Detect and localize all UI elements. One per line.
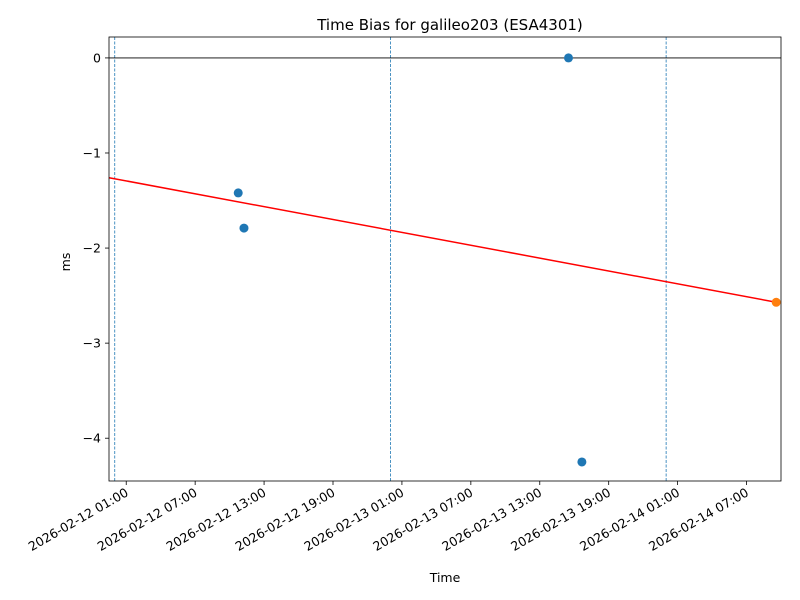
y-tick-label: −4 — [83, 431, 101, 446]
data-point-0-0 — [233, 188, 243, 198]
data-point-0-2 — [563, 53, 573, 63]
y-axis: 0 −1 −2 −3 −4 — [83, 50, 109, 446]
y-tick-label: −1 — [83, 145, 101, 160]
y-tick-label: −3 — [83, 336, 101, 351]
data-point-1-0 — [771, 297, 781, 307]
x-axis-label: Time — [429, 570, 461, 585]
data-point-0-3 — [577, 457, 587, 467]
data-point-0-1 — [239, 223, 249, 233]
chart-title: Time Bias for galileo203 (ESA4301) — [316, 16, 583, 34]
y-tick-label: 0 — [93, 50, 101, 65]
plot-frame — [108, 36, 782, 482]
trend-line — [108, 176, 777, 303]
y-axis-label: ms — [58, 253, 73, 272]
y-tick-label: −2 — [83, 241, 101, 256]
plot-area — [108, 36, 782, 482]
